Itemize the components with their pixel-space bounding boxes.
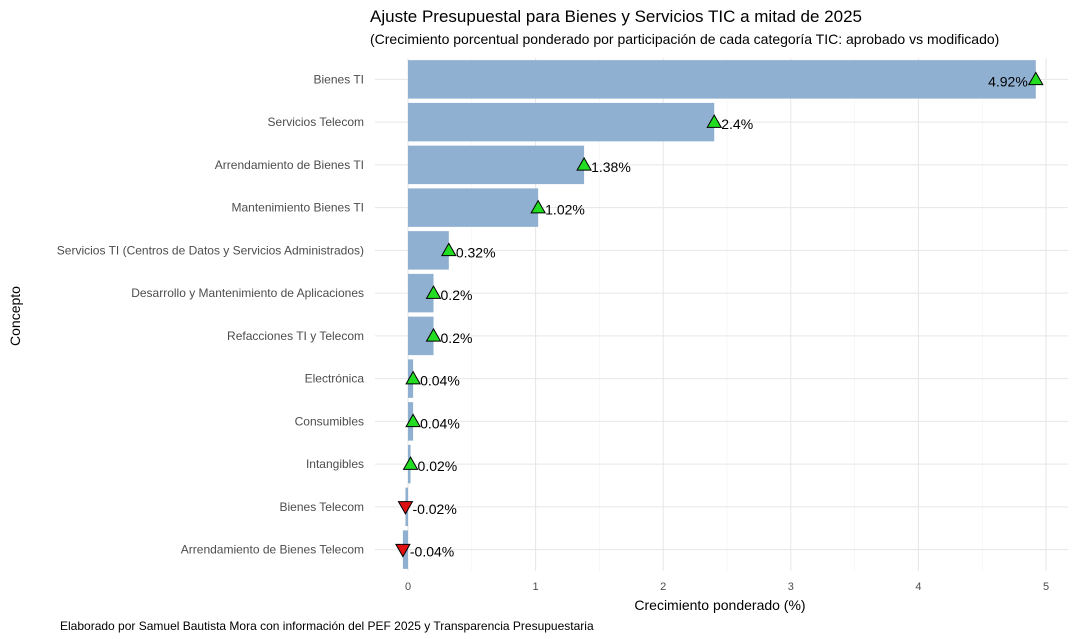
up-marker <box>440 242 457 257</box>
bar <box>408 231 449 270</box>
data-label: 1.02% <box>545 202 585 218</box>
up-marker <box>706 114 723 128</box>
category-label: Arrendamiento de Bienes Telecom <box>181 543 364 557</box>
category-label: Electrónica <box>305 372 365 386</box>
up-marker <box>405 413 421 428</box>
chart-subtitle: (Crecimiento porcentual ponderado por pa… <box>370 31 999 47</box>
x-tick-label: 0 <box>405 581 411 593</box>
bars <box>402 60 1036 569</box>
down-marker <box>397 501 414 515</box>
data-label: -0.02% <box>412 501 456 517</box>
data-label: 0.02% <box>418 458 458 474</box>
x-tick-label: 2 <box>660 581 666 593</box>
up-marker <box>405 370 421 385</box>
up-marker <box>576 156 592 171</box>
category-label: Arrendamiento de Bienes TI <box>215 158 364 172</box>
x-tick-label: 5 <box>1043 581 1049 593</box>
data-label: 1.38% <box>591 159 631 175</box>
bar <box>408 145 585 185</box>
category-label: Bienes TI <box>314 72 364 86</box>
down-marker <box>395 543 411 558</box>
bar <box>408 102 715 142</box>
x-tick-label: 4 <box>915 581 921 593</box>
category-label: Intangibles <box>306 457 364 471</box>
up-marker <box>425 285 442 299</box>
data-label: -0.04% <box>410 544 454 560</box>
bar <box>408 60 1036 99</box>
data-label: 2.4% <box>721 116 753 132</box>
data-label: 0.04% <box>420 415 460 431</box>
y-axis-title: Concepto <box>7 286 23 346</box>
data-label: 0.2% <box>441 330 473 346</box>
up-marker <box>1027 71 1044 86</box>
category-labels: Bienes TI Servicios Telecom Arrendamiento … <box>57 72 365 556</box>
category-label: Servicios TI (Centros de Datos y Servici… <box>57 243 364 257</box>
category-label: Servicios Telecom <box>268 115 364 129</box>
x-tick-label: 3 <box>788 581 794 593</box>
chart-caption: Elaborado por Samuel Bautista Mora con i… <box>60 619 594 633</box>
markers <box>395 71 1044 558</box>
up-marker <box>425 327 442 342</box>
bar <box>408 188 539 227</box>
x-axis-title: Crecimiento ponderado (%) <box>634 597 805 613</box>
category-label: Refacciones TI y Telecom <box>227 329 364 343</box>
data-labels: 4.92% 2.4% 1.38% 1.02% 0.32% 0.2% 0.2% 0.04% 0.0… <box>410 73 1028 559</box>
up-marker <box>402 456 419 470</box>
category-label: Mantenimiento Bienes TI <box>231 201 364 215</box>
data-label: 0.32% <box>456 244 496 260</box>
x-tick-label: 1 <box>533 581 539 593</box>
category-label: Bienes Telecom <box>280 500 365 514</box>
x-tick-labels: 0 1 2 3 4 5 <box>405 581 1049 593</box>
up-marker <box>530 199 547 214</box>
data-label: 4.92% <box>988 73 1028 89</box>
data-label: 0.2% <box>441 287 473 303</box>
chart-title: Ajuste Presupuestal para Bienes y Servic… <box>370 7 862 26</box>
data-label: 0.04% <box>420 373 460 389</box>
category-label: Desarrollo y Mantenimiento de Aplicacion… <box>131 286 364 300</box>
category-label: Consumibles <box>295 414 364 428</box>
